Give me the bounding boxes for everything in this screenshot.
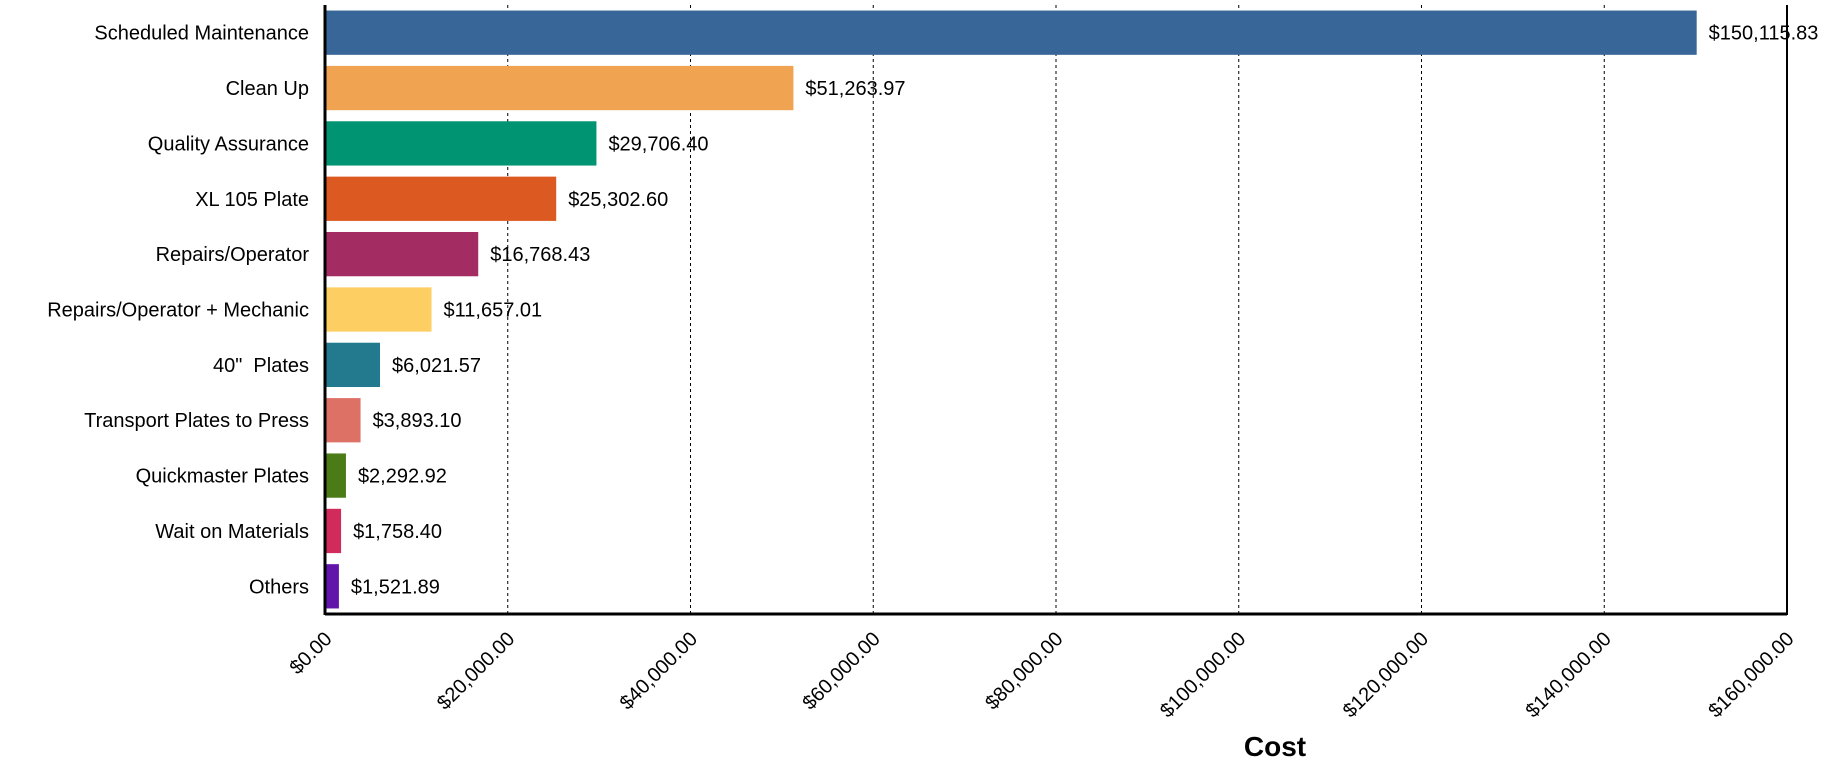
value-label: $29,706.40 [608,133,708,155]
value-label: $6,021.57 [392,355,481,377]
value-label: $16,768.43 [490,244,590,266]
value-label: $3,893.10 [373,410,462,432]
category-label: Quickmaster Plates [136,466,309,488]
x-tick-label: $20,000.00 [433,628,519,714]
x-tick-labels: $0.00 $20,000.00 $40,000.00 $60,000.00 $80,0… [286,628,1799,722]
bar [325,508,342,554]
x-tick-label: $40,000.00 [616,628,702,714]
x-tick-label: $120,000.00 [1339,628,1433,722]
bar [325,453,346,498]
x-axis-title: Cost [1244,731,1306,762]
value-labels: $150,115.83 $51,263.97 $29,706.40 $25,302.6… [351,23,1819,599]
x-tick-label: $0.00 [286,628,337,679]
bar [325,121,597,166]
category-label: Wait on Materials [155,521,309,543]
bar [325,231,479,277]
bar [325,10,1697,55]
value-label: $150,115.83 [1709,23,1819,45]
value-label: $1,521.89 [351,576,440,598]
category-label: Repairs/Operator [156,244,310,266]
bar [325,342,381,388]
category-label: Clean Up [226,78,309,100]
value-label: $2,292.92 [358,466,447,488]
category-label: Quality Assurance [148,133,309,155]
value-label: $1,758.40 [353,521,442,543]
value-label: $11,657.01 [444,300,543,322]
category-label: 40" Plates [213,355,309,377]
x-tick-label: $160,000.00 [1704,628,1798,722]
category-label: Transport Plates to Press [84,410,309,432]
x-tick-label: $140,000.00 [1522,628,1616,722]
x-tick-label: $80,000.00 [981,628,1067,714]
bar [325,176,557,221]
category-label: Scheduled Maintenance [94,23,309,45]
category-label: Repairs/Operator + Mechanic [47,300,309,322]
x-tick-label: $100,000.00 [1156,628,1250,722]
category-label: Others [249,576,309,598]
bar [325,65,794,111]
x-tick-label: $60,000.00 [798,628,884,714]
category-labels: Scheduled Maintenance Clean Up Quality Ass… [47,23,309,599]
axes [323,5,1788,616]
bar [325,564,339,609]
value-label: $51,263.97 [805,78,905,100]
bar [325,287,432,332]
value-label: $25,302.60 [568,189,668,211]
bars [325,10,1697,609]
bar [325,398,361,443]
category-label: XL 105 Plate [195,189,309,211]
